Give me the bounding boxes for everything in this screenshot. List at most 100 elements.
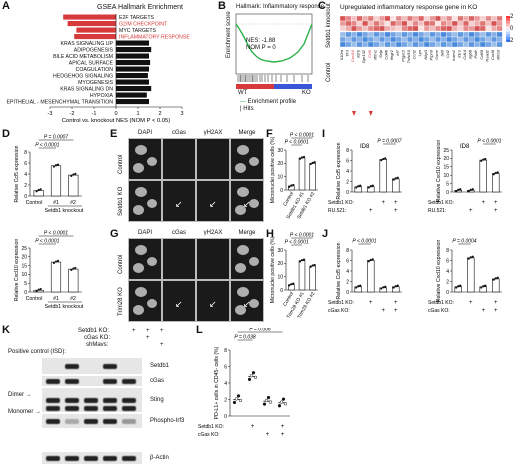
heatmap-cell (401, 31, 408, 38)
data-point (74, 172, 77, 176)
zscore-scale-cell (506, 36, 510, 40)
zscore-scale-cell (506, 39, 510, 42)
heatmap-cell (339, 15, 346, 22)
condition-sign: + (394, 200, 398, 206)
heatmap-cell (463, 20, 469, 27)
blot-band (84, 397, 98, 403)
heatmap-cell (423, 20, 430, 27)
condition-row-label: Setdb1 KO: (428, 200, 454, 206)
x-group-label: Setdb1 knockout (45, 208, 84, 214)
data-point (471, 255, 474, 258)
heatmap-cell (457, 41, 464, 48)
heatmap-cell (491, 31, 497, 38)
y-tick-label: 4 (224, 381, 227, 387)
heatmap-cell (384, 36, 391, 43)
heatmap-cell (412, 20, 419, 27)
y-tick-label: 8 (346, 148, 349, 154)
ru521-charts: 0 2 4 6 8 Relative Ccl5 expression P = 0.0007 0… (328, 139, 502, 214)
condition-sign: + (369, 208, 373, 214)
gsea-term-label: BILE ACID METABOLISM (53, 54, 113, 60)
pdl1-chart: 0 2 4 6 8 PD-L1+ cells in CD45- cells (%) P = … (198, 328, 290, 438)
heatmap-cell (395, 36, 402, 43)
blot-band (103, 406, 117, 411)
nom-p-value: NOM P = 0 (246, 45, 276, 51)
heatmap-cell (474, 41, 481, 48)
x-category-label: Control (26, 200, 43, 206)
zscore-scale-cell (506, 16, 510, 19)
blot-band (103, 378, 117, 384)
heatmap-cell (479, 25, 486, 32)
gsea-tick-label: 0 (114, 111, 117, 117)
ccl5-bar-chart: 0 2 4 6 8 Relative Ccl5 expression P = 0.0007 P… (14, 135, 84, 215)
heatmap-cell (356, 15, 363, 22)
blot-band (84, 455, 98, 461)
bar (379, 159, 387, 193)
y-tick-label: 4 (446, 269, 449, 275)
heatmap-cell (435, 25, 441, 32)
nucleus (237, 245, 249, 255)
data-point (369, 258, 372, 262)
gene-label: Il10ra (339, 49, 344, 60)
data-point (292, 183, 295, 187)
gsea-term-label: G2/M CHECKPOINT (119, 21, 168, 27)
heatmap-cell (401, 25, 408, 32)
data-point (238, 398, 243, 403)
heatmap-cell (429, 25, 436, 32)
y-tick-label: 2 (346, 179, 349, 185)
heatmap-cell (440, 31, 447, 38)
blot-band (103, 418, 117, 424)
data-point (54, 260, 58, 263)
y-axis-label: Relative Ccl5 expression (336, 142, 342, 199)
heatmap-cell (395, 15, 402, 22)
x-category-label: #1 (53, 200, 59, 206)
cell-line-label: ID8 (360, 144, 370, 150)
gene-label: Selp (378, 49, 383, 58)
microscopy-column-label: γH2AX (203, 230, 223, 236)
data-point (455, 286, 458, 289)
bar (68, 174, 79, 197)
microscopy-grid-g: DAPI cGas γH2AX Merge Control Trim28 KO ↙ ↙ ↙ (118, 230, 264, 324)
data-point (384, 285, 387, 288)
heatmap-cell (463, 41, 469, 48)
panel-label-b: B (218, 0, 226, 12)
heatmap-cell (373, 25, 380, 32)
data-point (496, 276, 499, 279)
heatmap-cell (485, 15, 492, 22)
heatmap-cell (345, 15, 352, 22)
y-tick-label: 8 (24, 150, 27, 156)
heatmap-cell (429, 31, 436, 38)
heatmap-cell (496, 31, 503, 38)
heatmap-cell (339, 25, 346, 32)
y-tick-label: 20 (21, 255, 27, 261)
heatmap-cell (446, 31, 453, 38)
bar (392, 178, 400, 193)
panel-label-a: A (2, 0, 10, 12)
data-point (396, 176, 399, 179)
gene-label: Nlrp3 (423, 49, 428, 59)
y-tick-label: 15 (443, 165, 449, 171)
enrichment-title: Hallmark: Inflammatory response (236, 4, 325, 10)
microscopy-column-label: γH2AX (203, 130, 223, 136)
gene-label: Ptpn6 (428, 49, 433, 60)
dimer-label: Dimer → (8, 392, 32, 398)
y-axis-label: Relative Ccl5 expression (14, 145, 20, 202)
zscore-scale-cell (506, 34, 510, 37)
condition-row-label: Setdb1 KO: (198, 424, 224, 430)
data-point (264, 398, 269, 403)
data-point (232, 400, 237, 405)
data-point (283, 402, 288, 406)
data-point (457, 188, 460, 191)
cxcl10-arrow (352, 111, 356, 116)
data-point (302, 258, 306, 261)
heatmap-cell (407, 36, 413, 43)
heatmap-cell (418, 25, 425, 32)
data-point (384, 157, 387, 160)
data-point (394, 177, 397, 180)
p-value-label: P < 0.0001 (35, 239, 59, 245)
x-category-label: #2 (70, 200, 76, 206)
microscopy-image (128, 180, 162, 222)
zscore-scale-cell (506, 26, 510, 29)
data-point (494, 171, 497, 175)
